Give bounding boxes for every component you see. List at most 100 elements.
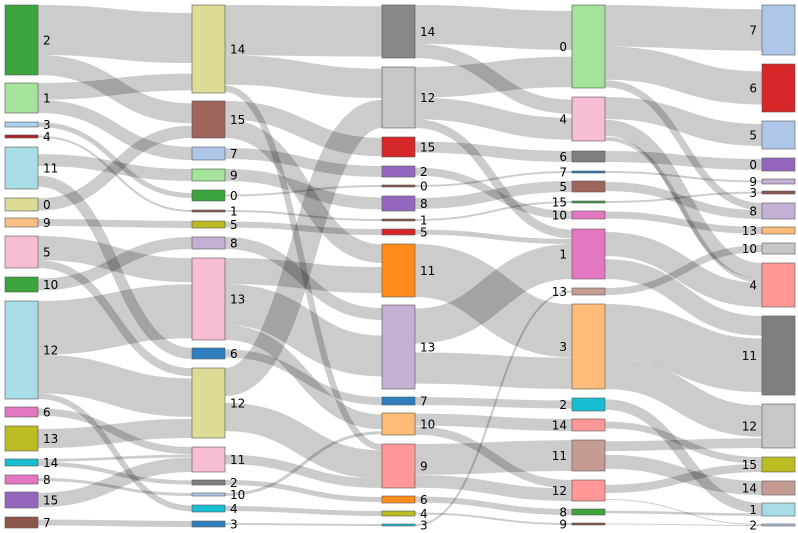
node-rect-col4-15[interactable] bbox=[761, 456, 796, 473]
node-rect-col4-10[interactable] bbox=[761, 242, 796, 255]
node-col2-0[interactable]: 0 bbox=[381, 180, 428, 194]
node-rect-col1-13[interactable] bbox=[191, 257, 226, 341]
node-col4-5[interactable]: 5 bbox=[749, 120, 796, 150]
node-col3-9[interactable]: 9 bbox=[559, 518, 606, 532]
node-col1-0[interactable]: 0 bbox=[191, 189, 238, 203]
node-col3-5[interactable]: 5 bbox=[559, 180, 606, 194]
node-col3-6[interactable]: 6 bbox=[559, 150, 606, 164]
node-rect-col3-0[interactable] bbox=[571, 4, 606, 89]
node-col1-7[interactable]: 7 bbox=[191, 146, 238, 161]
node-rect-col1-3[interactable] bbox=[191, 520, 226, 528]
node-rect-col2-9[interactable] bbox=[381, 443, 416, 489]
node-rect-col2-10[interactable] bbox=[381, 412, 416, 436]
node-col4-11[interactable]: 11 bbox=[742, 315, 796, 396]
node-col4-10[interactable]: 10 bbox=[742, 242, 796, 256]
node-col0-5[interactable]: 5 bbox=[4, 235, 51, 269]
node-col2-2[interactable]: 2 bbox=[381, 165, 428, 179]
node-rect-col1-5[interactable] bbox=[191, 220, 226, 229]
node-col1-5[interactable]: 5 bbox=[191, 218, 238, 232]
node-rect-col0-11[interactable] bbox=[4, 146, 39, 190]
node-rect-col1-6[interactable] bbox=[191, 347, 226, 360]
node-col3-13[interactable]: 13 bbox=[552, 285, 606, 299]
node-col0-13[interactable]: 13 bbox=[4, 425, 58, 452]
node-col4-0[interactable]: 0 bbox=[749, 157, 796, 172]
node-rect-col0-1[interactable] bbox=[4, 82, 39, 114]
node-col1-12[interactable]: 12 bbox=[191, 367, 245, 439]
node-rect-col4-12[interactable] bbox=[761, 403, 796, 449]
node-rect-col0-4[interactable] bbox=[4, 134, 39, 139]
node-rect-col1-8[interactable] bbox=[191, 236, 226, 250]
node-col2-14[interactable]: 14 bbox=[381, 4, 435, 59]
node-rect-col2-11[interactable] bbox=[381, 243, 416, 298]
node-rect-col4-5[interactable] bbox=[761, 120, 796, 150]
node-rect-col0-13[interactable] bbox=[4, 425, 39, 452]
node-rect-col0-5[interactable] bbox=[4, 235, 39, 269]
node-col3-7[interactable]: 7 bbox=[559, 166, 606, 180]
node-rect-col4-9[interactable] bbox=[761, 178, 796, 185]
node-rect-col0-15[interactable] bbox=[4, 491, 39, 509]
node-rect-col1-11[interactable] bbox=[191, 446, 226, 473]
node-rect-col3-2[interactable] bbox=[571, 397, 606, 412]
node-rect-col1-10[interactable] bbox=[191, 492, 226, 497]
node-col3-0[interactable]: 0 bbox=[559, 4, 606, 89]
node-col2-11[interactable]: 11 bbox=[381, 243, 435, 298]
node-col1-13[interactable]: 13 bbox=[191, 257, 245, 341]
node-col0-2[interactable]: 2 bbox=[4, 4, 51, 76]
node-col4-6[interactable]: 6 bbox=[749, 63, 796, 113]
node-rect-col0-3[interactable] bbox=[4, 121, 39, 128]
node-col2-9[interactable]: 9 bbox=[381, 443, 428, 489]
node-col3-14[interactable]: 14 bbox=[552, 419, 606, 433]
node-rect-col3-11[interactable] bbox=[571, 439, 606, 472]
node-rect-col4-7[interactable] bbox=[761, 4, 796, 56]
node-rect-col2-4[interactable] bbox=[381, 510, 416, 517]
node-rect-col2-1[interactable] bbox=[381, 218, 416, 222]
node-rect-col4-6[interactable] bbox=[761, 63, 796, 113]
node-col4-4[interactable]: 4 bbox=[749, 262, 796, 308]
node-rect-col3-4[interactable] bbox=[571, 96, 606, 142]
node-rect-col1-14[interactable] bbox=[191, 4, 226, 94]
node-col2-13[interactable]: 13 bbox=[381, 304, 435, 390]
node-col3-4[interactable]: 4 bbox=[559, 96, 606, 142]
node-rect-col2-14[interactable] bbox=[381, 4, 416, 59]
node-rect-col1-12[interactable] bbox=[191, 367, 226, 439]
node-col4-8[interactable]: 8 bbox=[749, 202, 796, 220]
node-rect-col4-13[interactable] bbox=[761, 226, 796, 235]
node-rect-col1-4[interactable] bbox=[191, 504, 226, 513]
node-col3-8[interactable]: 8 bbox=[559, 506, 606, 520]
node-rect-col2-13[interactable] bbox=[381, 304, 416, 390]
node-rect-col4-2[interactable] bbox=[761, 523, 796, 527]
node-rect-col2-7[interactable] bbox=[381, 396, 416, 406]
node-col4-15[interactable]: 15 bbox=[742, 456, 796, 473]
node-rect-col1-15[interactable] bbox=[191, 100, 226, 139]
node-col2-12[interactable]: 12 bbox=[381, 66, 435, 129]
node-rect-col0-2[interactable] bbox=[4, 4, 39, 76]
node-col2-8[interactable]: 8 bbox=[381, 195, 428, 212]
node-rect-col2-15[interactable] bbox=[381, 136, 416, 158]
node-rect-col3-9[interactable] bbox=[571, 522, 606, 526]
node-col2-6[interactable]: 6 bbox=[381, 493, 428, 507]
node-col2-10[interactable]: 10 bbox=[381, 412, 435, 436]
node-col1-15[interactable]: 15 bbox=[191, 100, 245, 139]
node-rect-col4-8[interactable] bbox=[761, 202, 796, 220]
node-col0-11[interactable]: 11 bbox=[4, 146, 58, 190]
node-rect-col0-9[interactable] bbox=[4, 217, 39, 228]
node-rect-col4-14[interactable] bbox=[761, 480, 796, 496]
node-col1-4[interactable]: 4 bbox=[191, 502, 238, 516]
node-col3-15[interactable]: 15 bbox=[552, 196, 606, 210]
node-col4-1[interactable]: 1 bbox=[749, 502, 796, 517]
node-col2-4[interactable]: 4 bbox=[381, 507, 428, 521]
node-rect-col0-8[interactable] bbox=[4, 474, 39, 485]
node-col0-3[interactable]: 3 bbox=[4, 118, 51, 132]
node-col1-11[interactable]: 11 bbox=[191, 446, 245, 473]
node-col2-3[interactable]: 3 bbox=[381, 519, 428, 533]
node-rect-col0-0[interactable] bbox=[4, 197, 39, 212]
node-col1-2[interactable]: 2 bbox=[191, 476, 238, 490]
node-col1-1[interactable]: 1 bbox=[191, 205, 238, 219]
node-rect-col2-2[interactable] bbox=[381, 165, 416, 178]
node-col2-7[interactable]: 7 bbox=[381, 395, 428, 409]
node-col3-11[interactable]: 11 bbox=[552, 439, 606, 472]
node-col1-3[interactable]: 3 bbox=[191, 518, 238, 532]
node-rect-col3-7[interactable] bbox=[571, 170, 606, 174]
node-col0-1[interactable]: 1 bbox=[4, 82, 51, 114]
node-rect-col4-1[interactable] bbox=[761, 502, 796, 517]
